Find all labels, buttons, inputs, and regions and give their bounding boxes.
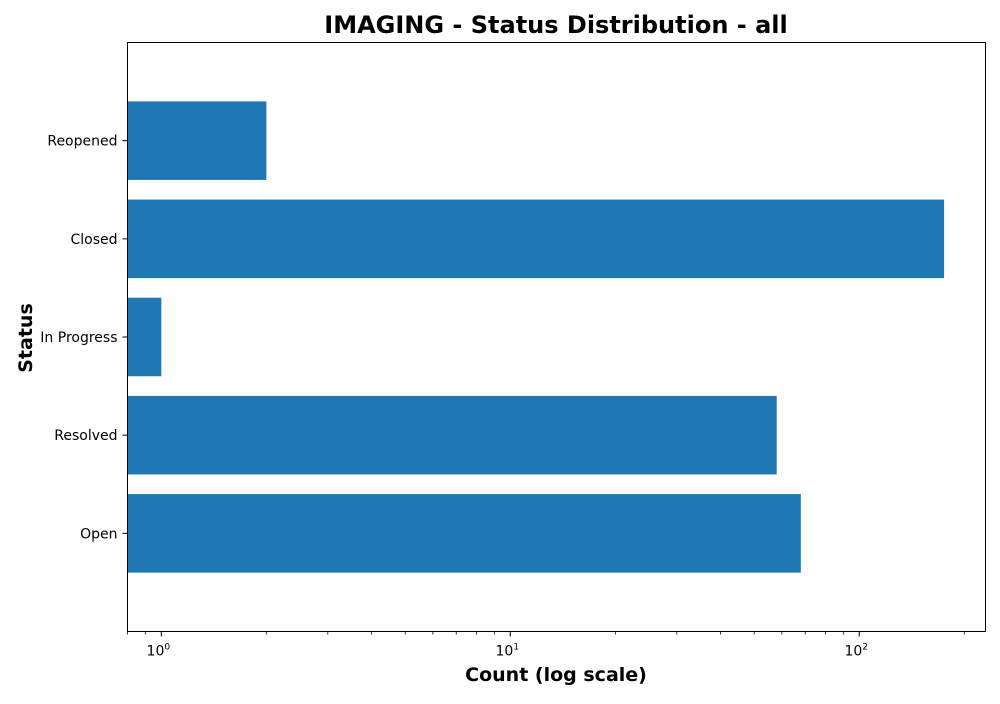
bar-open [127, 494, 801, 573]
y-axis-label: Status [15, 303, 37, 373]
y-tick-label: Open [80, 526, 117, 542]
bar-resolved [127, 395, 777, 475]
x-tick-label: 101 [496, 643, 520, 660]
x-tick-label: 102 [844, 643, 868, 660]
bar-reopened [127, 101, 267, 180]
y-tick-label: Reopened [47, 134, 117, 150]
x-tick-label: 100 [147, 643, 171, 660]
chart-title: IMAGING - Status Distribution - all [324, 11, 787, 39]
y-tick-label: In Progress [40, 330, 117, 346]
y-tick-label: Closed [70, 232, 117, 248]
y-tick-label: Resolved [54, 428, 117, 444]
bar-closed [127, 199, 945, 279]
bar-in-progress [127, 297, 162, 377]
ticks-layer: Open Resolved In Progress Closed Reopened 100… [40, 134, 965, 660]
bars-layer [127, 101, 945, 573]
x-axis-label: Count (log scale) [465, 664, 647, 686]
